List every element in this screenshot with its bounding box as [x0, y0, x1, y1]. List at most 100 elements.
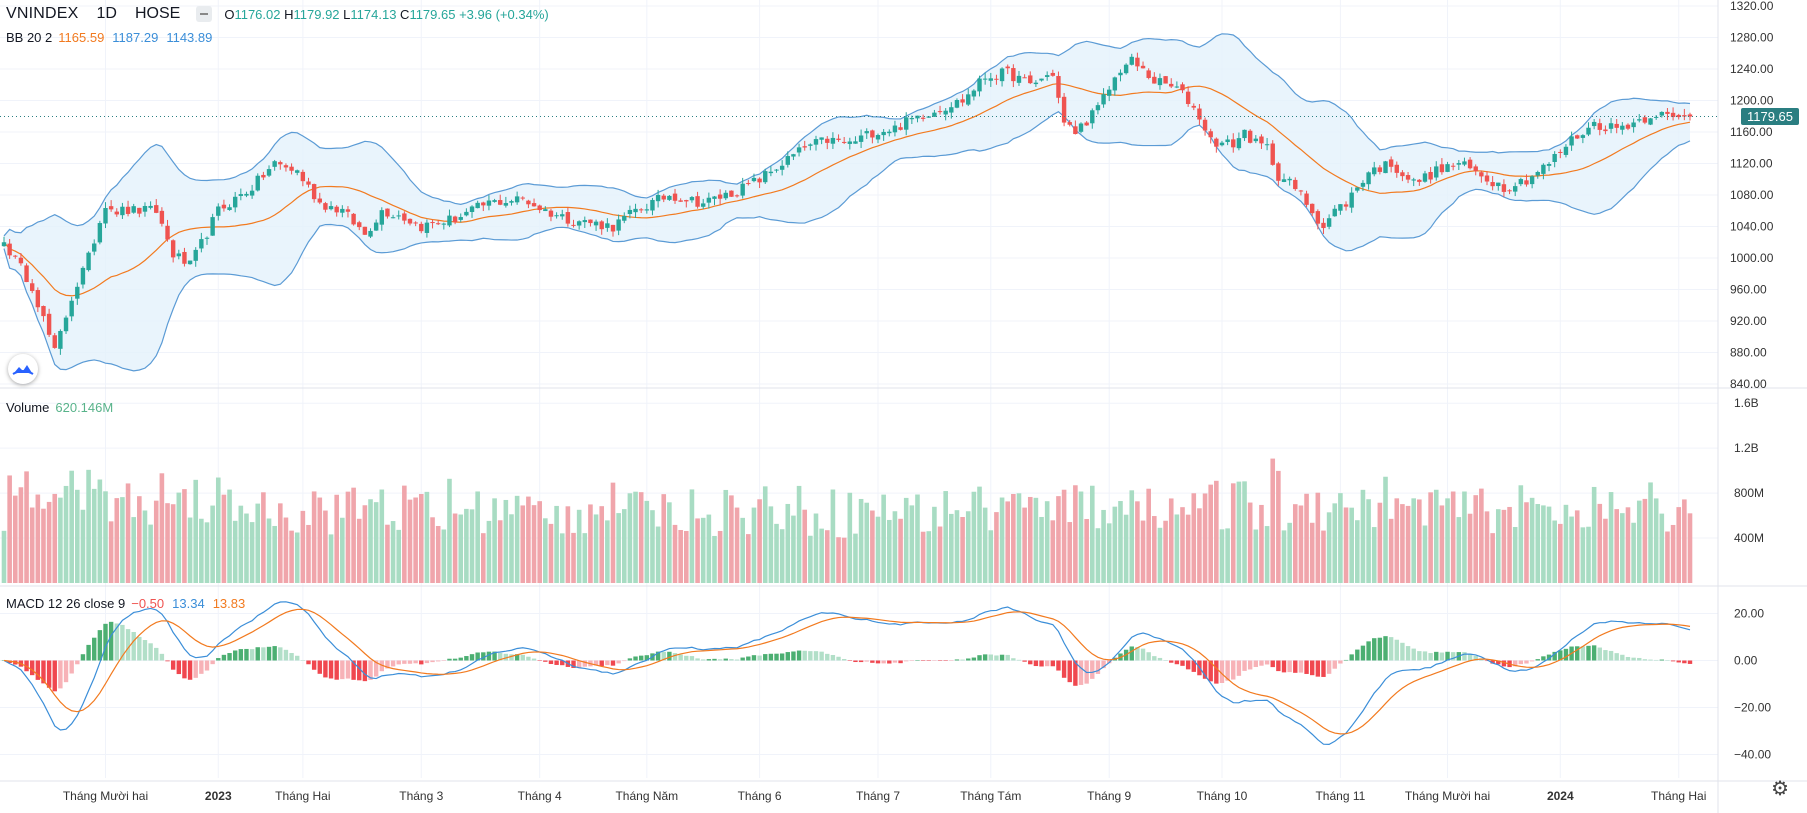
macd-hist-bar	[875, 660, 881, 664]
volume-bar	[757, 499, 762, 583]
candle-body	[1315, 211, 1321, 224]
volume-bar	[1360, 489, 1366, 583]
volume-bar	[1484, 511, 1490, 583]
volume-bar	[1439, 505, 1445, 583]
candle-body	[937, 111, 943, 113]
candle-body	[1388, 159, 1394, 167]
macd-hist-bar	[58, 660, 63, 689]
macd-hist-bar	[729, 659, 734, 661]
bb-basis-line	[3, 83, 1691, 297]
candle-body	[909, 118, 915, 120]
candle-body	[509, 201, 514, 203]
macd-hist-bar	[486, 651, 492, 661]
candle-body	[1146, 70, 1151, 78]
time-tick-label: Tháng 9	[1087, 789, 1131, 803]
macd-hist-bar	[1501, 660, 1507, 667]
interval-label[interactable]: 1D	[96, 5, 117, 22]
macd-hist-bar	[63, 660, 69, 683]
macd-hist-bar	[1225, 660, 1230, 681]
macd-hist-bar	[1405, 646, 1411, 661]
candle-body	[791, 154, 796, 157]
volume-legend[interactable]: Volume 620.146M	[6, 400, 113, 415]
volume-bar	[729, 495, 734, 583]
macd-hist-bar	[740, 657, 745, 661]
candle-body	[1135, 57, 1140, 67]
volume-bar	[864, 502, 870, 583]
macd-signal-value: 13.83	[212, 596, 246, 611]
symbol-name[interactable]: VNINDEX	[6, 5, 79, 22]
macd-hist-bar	[520, 654, 525, 661]
candle-body	[486, 200, 492, 206]
candle-body	[1044, 75, 1050, 77]
candle-body	[1479, 172, 1484, 177]
candle-body	[1338, 204, 1343, 211]
volume-bar	[1326, 512, 1332, 583]
candle-body	[1428, 171, 1433, 180]
candle-body	[419, 223, 424, 232]
bb-legend[interactable]: BB 20 2 1165.59 1187.29 1143.89	[6, 30, 214, 45]
time-tick-label: Tháng Hai	[275, 789, 330, 803]
macd-hist-bar	[1597, 647, 1602, 661]
candle-body	[1067, 122, 1072, 125]
candle-body	[774, 169, 779, 171]
macd-hist-bar	[419, 660, 424, 665]
candle-body	[904, 117, 909, 130]
macd-hist-bar	[1315, 660, 1321, 677]
macd-hist-bar	[706, 659, 712, 661]
volume-bar	[1101, 509, 1106, 583]
volume-bar	[1462, 491, 1467, 583]
time-tick-label: Tháng 4	[518, 789, 562, 803]
gear-icon[interactable]: ⚙	[1771, 778, 1789, 800]
volume-bar	[903, 497, 909, 583]
candles	[1, 52, 1693, 355]
exchange-label: HOSE	[134, 5, 181, 22]
macd-hist-bar	[1580, 646, 1586, 661]
macd-hist-bar	[796, 650, 802, 661]
candle-body	[1580, 135, 1586, 138]
macd-legend[interactable]: MACD 12 26 close 9 −0.50 13.34 13.83	[6, 596, 247, 611]
macd-hist-bar	[627, 658, 633, 661]
candle-body	[481, 202, 486, 206]
volume-bar	[751, 507, 757, 583]
volume-bar	[638, 492, 644, 583]
volume-bar	[734, 507, 740, 583]
volume-bar	[1095, 528, 1101, 583]
candle-body	[249, 190, 255, 196]
macd-hist-bar	[1473, 655, 1478, 661]
macd-hist-bar	[1169, 660, 1174, 663]
volume-bar	[435, 525, 441, 583]
macd-hist-bar	[1293, 660, 1298, 673]
candle-body	[503, 203, 509, 206]
volume-bar	[125, 483, 131, 583]
volume-bar	[1524, 502, 1529, 583]
volume-bar	[746, 534, 751, 583]
volume-bar	[1292, 504, 1298, 583]
candle-body	[633, 208, 638, 213]
last-price-tag: 1179.65	[1740, 108, 1799, 125]
macd-hist-bar	[1383, 636, 1388, 661]
macd-hist-bar	[982, 654, 988, 661]
candle-body	[1490, 182, 1495, 187]
macd-hist-bar	[1355, 649, 1360, 661]
macd-hist-bar	[526, 656, 531, 661]
volume-tick-label: 800M	[1734, 486, 1764, 500]
macd-hist-bar	[1157, 657, 1163, 661]
macd-hist-bar	[210, 660, 215, 665]
candle-body	[588, 219, 593, 224]
macd-tick-label: −40.00	[1734, 748, 1771, 762]
volume-bar	[1417, 499, 1422, 583]
candle-body	[345, 209, 351, 212]
tradingview-cloud-icon[interactable]	[8, 354, 38, 384]
candle-body	[982, 78, 988, 80]
volume-bar	[176, 492, 182, 583]
macd-hist-bar	[75, 660, 80, 665]
candle-body	[1264, 144, 1270, 146]
candle-body	[1659, 111, 1665, 116]
candle-body	[1321, 222, 1326, 229]
collapse-legend-icon[interactable]	[196, 6, 213, 22]
candle-body	[232, 196, 238, 208]
volume-bar	[159, 473, 165, 583]
time-tick-label: 2024	[1547, 789, 1574, 803]
candle-body	[960, 99, 965, 103]
